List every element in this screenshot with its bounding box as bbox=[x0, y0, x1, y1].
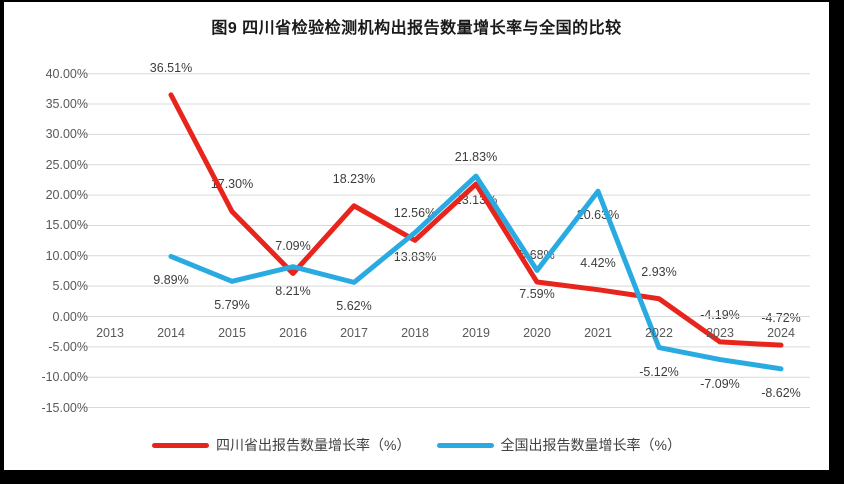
sichuan-data-label: -4.72% bbox=[761, 311, 801, 326]
y-tick-label: 0.00% bbox=[52, 309, 88, 324]
national-data-label: 5.79% bbox=[214, 298, 250, 313]
y-tick-label: 5.00% bbox=[52, 279, 88, 294]
national-line-swatch-icon bbox=[436, 442, 494, 448]
national-data-label: 9.89% bbox=[153, 273, 189, 288]
x-tick-label: 2019 bbox=[462, 326, 490, 340]
plot-area bbox=[82, 73, 810, 409]
sichuan-line-swatch-icon bbox=[152, 442, 210, 448]
national-data-label: -7.09% bbox=[700, 376, 740, 391]
y-tick-label: -10.00% bbox=[41, 370, 88, 385]
y-tick-label: 25.00% bbox=[45, 157, 88, 172]
chart-title: 图9 四川省检验检测机构出报告数量增长率与全国的比较 bbox=[211, 20, 622, 37]
chart-canvas: 图9 四川省检验检测机构出报告数量增长率与全国的比较 36.51% 17.30% 7… bbox=[4, 2, 829, 470]
sichuan-data-label: 18.23% bbox=[332, 171, 376, 186]
x-tick-label: 2014 bbox=[157, 326, 185, 340]
x-tick-label: 2015 bbox=[218, 326, 246, 340]
sichuan-data-label: 36.51% bbox=[149, 60, 193, 75]
national-data-label: -8.62% bbox=[761, 385, 801, 400]
sichuan-data-label: 12.56% bbox=[393, 206, 437, 221]
sichuan-data-label: -4.19% bbox=[700, 307, 740, 322]
x-tick-label: 2024 bbox=[767, 326, 795, 340]
y-tick-label: 10.00% bbox=[45, 248, 88, 263]
x-tick-label: 2020 bbox=[523, 326, 551, 340]
national-data-label: -5.12% bbox=[639, 364, 679, 379]
x-tick-label: 2021 bbox=[584, 326, 612, 340]
y-tick-label: 20.00% bbox=[45, 188, 88, 203]
x-tick-label: 2018 bbox=[401, 326, 429, 340]
sichuan-data-label: 7.09% bbox=[275, 239, 311, 254]
sichuan-data-label: 21.83% bbox=[454, 149, 498, 164]
legend: 四川省出报告数量增长率（%） 全国出报告数量增长率（%） bbox=[4, 435, 829, 455]
y-tick-label: 15.00% bbox=[45, 218, 88, 233]
y-tick-label: -15.00% bbox=[41, 400, 88, 415]
national-data-label: 7.59% bbox=[519, 287, 555, 302]
legend-label-sichuan: 四川省出报告数量增长率（%） bbox=[216, 437, 411, 453]
y-tick-label: 30.00% bbox=[45, 127, 88, 142]
national-data-label: 5.62% bbox=[336, 299, 372, 314]
national-data-label: 13.83% bbox=[393, 249, 437, 264]
x-tick-label: 2023 bbox=[706, 326, 734, 340]
x-tick-label: 2022 bbox=[645, 326, 673, 340]
sichuan-data-label: 2.93% bbox=[641, 264, 677, 279]
national-data-label: 8.21% bbox=[275, 283, 311, 298]
y-tick-label: -5.00% bbox=[48, 339, 88, 354]
sichuan-line bbox=[168, 92, 784, 348]
x-tick-label: 2017 bbox=[340, 326, 368, 340]
x-tick-label: 2013 bbox=[96, 326, 124, 340]
legend-label-national: 全国出报告数量增长率（%） bbox=[500, 437, 681, 453]
legend-item-national: 全国出报告数量增长率（%） bbox=[436, 435, 681, 455]
sichuan-data-label: 4.42% bbox=[580, 255, 616, 270]
x-tick-label: 2016 bbox=[279, 326, 307, 340]
y-tick-label: 35.00% bbox=[45, 97, 88, 112]
legend-item-sichuan: 四川省出报告数量增长率（%） bbox=[152, 435, 411, 455]
y-tick-label: 40.00% bbox=[45, 66, 88, 81]
national-line bbox=[168, 173, 784, 372]
